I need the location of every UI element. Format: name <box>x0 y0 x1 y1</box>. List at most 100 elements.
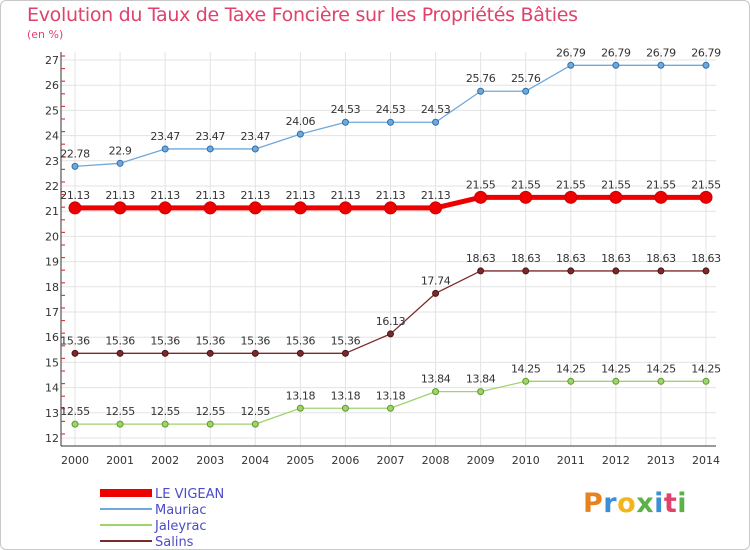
logo-letter: r <box>603 488 618 519</box>
x-tick-label: 2001 <box>106 454 134 467</box>
data-label: 25.76 <box>511 72 541 85</box>
data-point <box>341 118 349 126</box>
data-label: 22.9 <box>109 144 132 157</box>
x-tick-label: 2002 <box>151 454 179 467</box>
logo-letter: x <box>636 488 655 519</box>
data-point <box>71 420 79 428</box>
data-label: 24.53 <box>421 103 451 116</box>
data-label: 15.36 <box>241 334 271 347</box>
data-point <box>567 267 575 275</box>
data-label: 21.55 <box>556 178 586 191</box>
data-point <box>161 349 169 357</box>
data-point <box>341 349 349 357</box>
data-point <box>522 267 530 275</box>
data-point <box>158 201 172 215</box>
data-label: 15.36 <box>331 334 361 347</box>
data-label: 21.55 <box>601 178 631 191</box>
data-label: 13.84 <box>466 373 496 386</box>
x-tick-label: 2010 <box>512 454 540 467</box>
x-tick-label: 2007 <box>377 454 405 467</box>
data-label: 21.13 <box>241 189 271 202</box>
data-point <box>564 190 578 204</box>
data-label: 15.36 <box>286 334 316 347</box>
data-point <box>657 267 665 275</box>
proxiti-logo: Proxiti <box>583 488 687 519</box>
y-tick-label: 26 <box>45 79 59 92</box>
logo-letter: P <box>583 488 604 519</box>
data-label: 25.76 <box>466 72 496 85</box>
data-label: 21.13 <box>60 189 90 202</box>
data-point <box>654 190 668 204</box>
data-label: 21.13 <box>376 189 406 202</box>
legend-label: LE VIGEAN <box>155 487 224 502</box>
data-label: 14.25 <box>556 362 586 375</box>
data-label: 17.74 <box>421 274 451 287</box>
x-tick-label: 2000 <box>61 454 89 467</box>
data-label: 22.78 <box>60 147 90 160</box>
grid <box>61 52 716 446</box>
data-point <box>612 377 620 385</box>
y-tick-label: 15 <box>45 356 59 369</box>
data-label: 21.13 <box>150 189 180 202</box>
data-point <box>296 130 304 138</box>
logo-letter: o <box>617 488 637 519</box>
data-point <box>338 201 352 215</box>
data-label: 14.25 <box>601 362 631 375</box>
data-point <box>387 404 394 412</box>
data-label: 18.63 <box>556 252 586 265</box>
data-label: 21.55 <box>466 178 496 191</box>
y-tick-label: 25 <box>45 104 59 117</box>
data-point <box>432 289 440 297</box>
data-point <box>71 162 79 170</box>
data-label: 12.55 <box>241 405 271 418</box>
data-point <box>567 377 575 385</box>
y-tick-label: 23 <box>45 155 59 168</box>
data-label: 12.55 <box>105 405 135 418</box>
data-label: 13.18 <box>376 389 406 402</box>
data-label: 21.13 <box>286 189 316 202</box>
data-point <box>477 388 485 396</box>
data-label: 26.79 <box>556 46 586 59</box>
x-tick-label: 2014 <box>692 454 720 467</box>
logo-letter: i <box>654 488 664 519</box>
data-point <box>203 201 217 215</box>
unit-label: (en %) <box>27 28 64 41</box>
data-label: 12.55 <box>60 405 90 418</box>
data-point <box>161 145 169 153</box>
axes: 12 13 14 15 16 17 18 19 20 21 22 23 24 25 26 27 2000 2001… <box>45 52 720 467</box>
data-label: 13.18 <box>331 389 361 402</box>
data-point <box>432 388 440 396</box>
data-label: 26.79 <box>691 46 721 59</box>
logo-letter: t <box>663 488 678 519</box>
data-point <box>702 377 710 385</box>
logo-letter: i <box>677 488 688 519</box>
chart-title: Evolution du Taux de Taxe Foncière sur l… <box>27 4 578 26</box>
legend-label: Salins <box>155 535 194 550</box>
data-point <box>384 201 397 215</box>
data-label: 23.47 <box>150 130 180 143</box>
data-point <box>293 201 307 215</box>
data-point <box>657 377 665 385</box>
data-label: 23.47 <box>241 130 271 143</box>
data-label: 21.13 <box>331 189 361 202</box>
data-label: 26.79 <box>646 46 676 59</box>
data-label: 24.53 <box>331 103 361 116</box>
data-label: 18.63 <box>646 252 676 265</box>
data-label: 18.63 <box>511 252 541 265</box>
x-tick-label: 2013 <box>647 454 675 467</box>
legend-label: Jaleyrac <box>154 519 207 534</box>
data-point <box>248 201 262 215</box>
data-label: 12.55 <box>195 405 225 418</box>
data-point <box>116 349 124 357</box>
data-point <box>251 349 259 357</box>
data-label: 24.53 <box>376 103 406 116</box>
data-point <box>341 404 349 412</box>
y-tick-label: 20 <box>45 230 59 243</box>
y-tick-label: 14 <box>45 382 59 395</box>
y-tick-label: 13 <box>45 407 59 420</box>
x-tick-label: 2004 <box>241 454 269 467</box>
data-point <box>71 349 79 357</box>
x-tick-label: 2012 <box>602 454 630 467</box>
